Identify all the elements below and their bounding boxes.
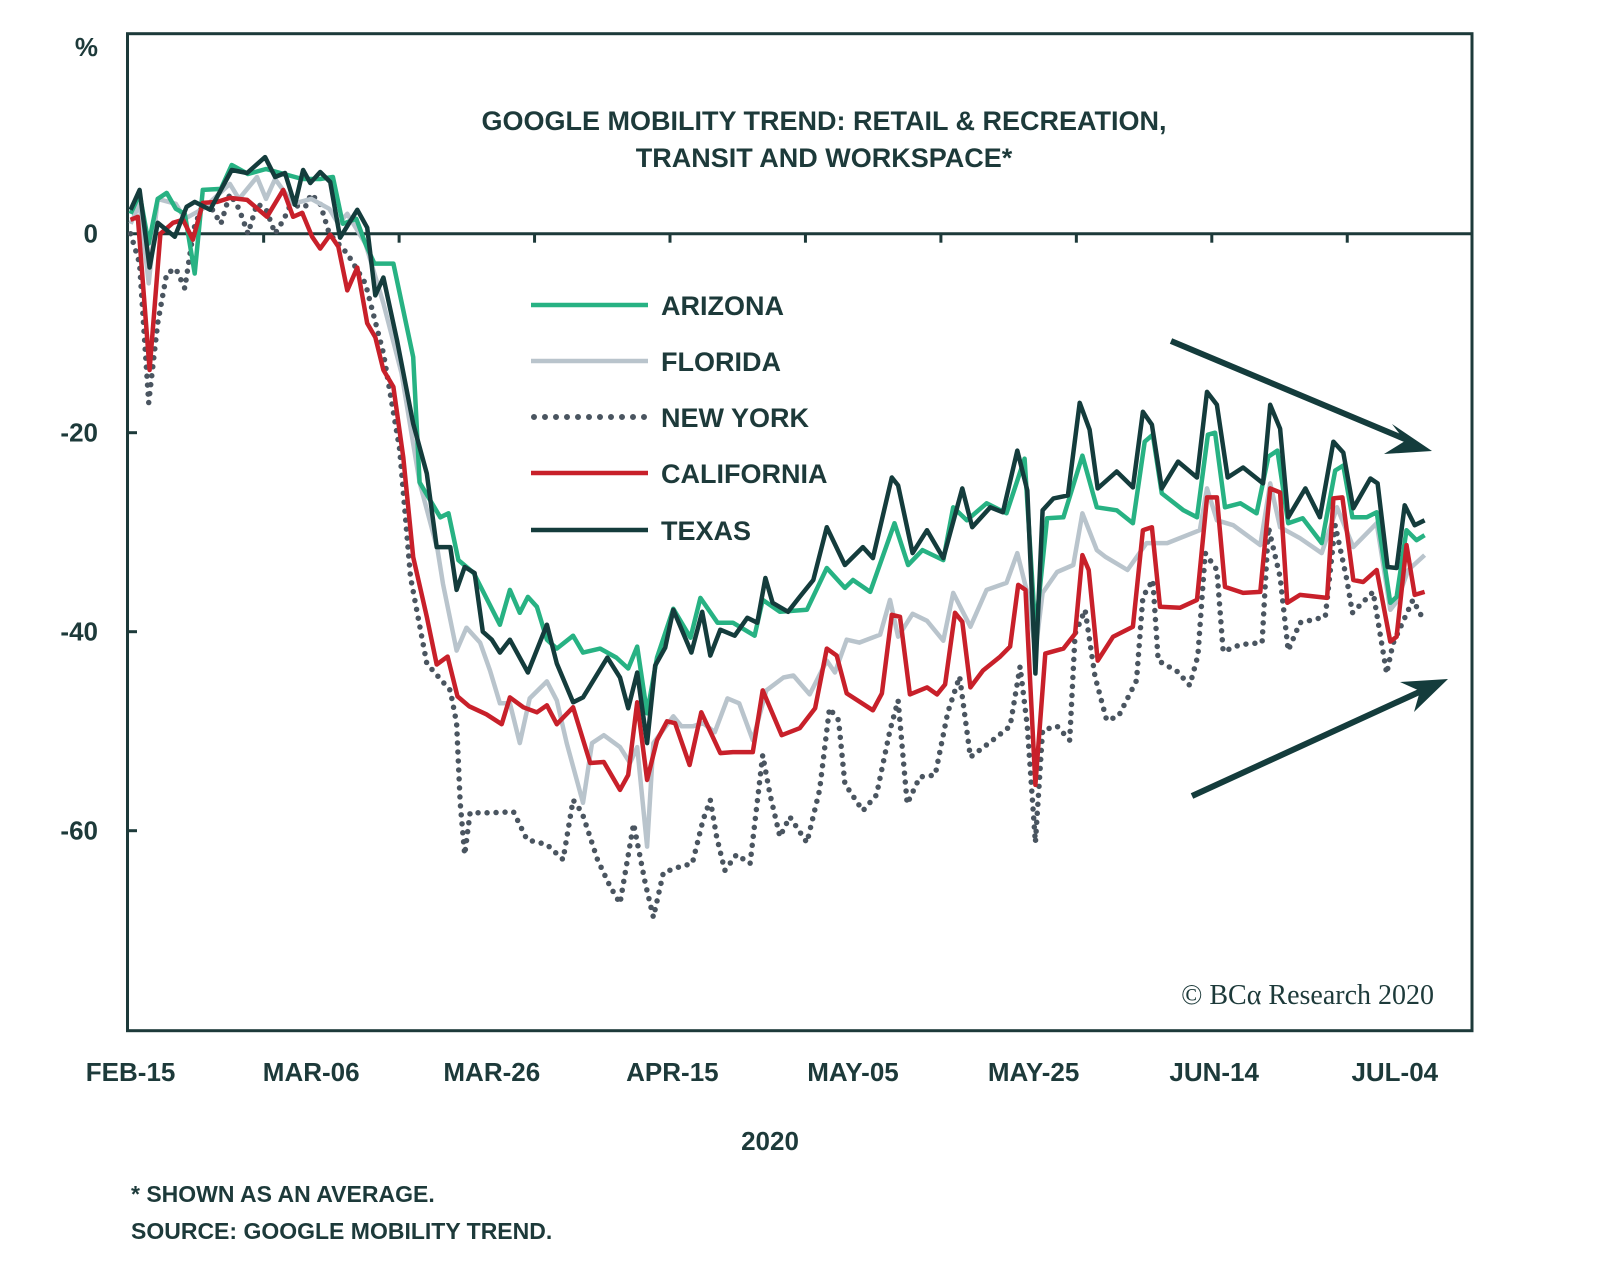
legend-label: CALIFORNIA xyxy=(661,459,827,489)
x-tick-labels: FEB-15 MAR-06 MAR-26 APR-15 MAY-05 MAY-25 JUN-… xyxy=(86,1057,1439,1087)
x-tick-label: APR-15 xyxy=(626,1057,718,1087)
legend-label: FLORIDA xyxy=(661,347,781,377)
upward-trend-arrow xyxy=(1190,679,1448,799)
series-line-texas xyxy=(128,154,1426,746)
legend-label: ARIZONA xyxy=(661,291,784,321)
chart-title-line-1: GOOGLE MOBILITY TREND: RETAIL & RECREATI… xyxy=(481,106,1166,136)
series-lines xyxy=(127,154,1428,921)
copyright-notice: © BCα Research 2020 xyxy=(1181,980,1434,1011)
y-tick-label: -40 xyxy=(60,617,98,647)
x-tick-label: MAR-06 xyxy=(263,1057,360,1087)
footnote-average: * SHOWN AS AN AVERAGE. xyxy=(131,1181,435,1207)
series-line-new-york xyxy=(127,191,1428,921)
chart-title-line-2: TRANSIT AND WORKSPACE* xyxy=(636,143,1013,173)
x-tick-label: FEB-15 xyxy=(86,1057,176,1087)
series-line-florida xyxy=(128,174,1427,849)
series-line-arizona xyxy=(128,162,1426,716)
axis-ticks xyxy=(127,233,1349,833)
x-tick-label: MAY-05 xyxy=(807,1057,899,1087)
x-tick-label: JUN-14 xyxy=(1169,1057,1259,1087)
footnote-source: SOURCE: GOOGLE MOBILITY TREND. xyxy=(131,1218,552,1244)
downward-trend-arrow xyxy=(1169,338,1432,454)
y-tick-labels: 0 -20 -40 -60 xyxy=(60,219,98,846)
x-tick-label: MAY-25 xyxy=(988,1057,1080,1087)
legend-label: TEXAS xyxy=(661,516,751,546)
y-axis-unit: % xyxy=(75,32,98,62)
x-tick-label: JUL-04 xyxy=(1351,1057,1438,1087)
y-tick-label: -60 xyxy=(60,816,98,846)
plot-frame xyxy=(126,32,1474,1033)
y-tick-label: -20 xyxy=(60,418,98,448)
x-tick-label: MAR-26 xyxy=(443,1057,540,1087)
legend: ARIZONA FLORIDA NEW YORK CALIFORNIA TEXAS xyxy=(531,291,827,546)
series-line-california xyxy=(129,187,1426,793)
legend-label: NEW YORK xyxy=(661,403,810,433)
y-tick-label: 0 xyxy=(84,219,98,249)
x-axis-label: 2020 xyxy=(741,1126,799,1156)
